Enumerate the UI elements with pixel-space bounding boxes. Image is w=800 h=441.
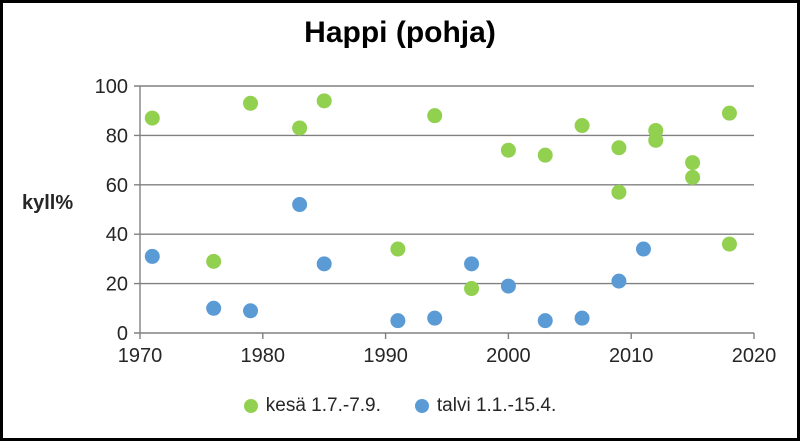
talvi-data-point [390,313,406,329]
talvi-data-point [144,248,160,264]
x-axis-tick-label: 1970 [118,345,163,367]
kesa-data-point [500,142,516,158]
kesa-data-point [574,118,590,134]
legend-item-talvi: talvi 1.1.-15.4. [414,395,557,417]
talvi-data-point [292,197,308,213]
y-axis-tick-label: 20 [106,274,128,296]
y-axis-tick-label: 100 [95,76,128,98]
kesa-data-point [464,281,480,297]
kesa-data-point [292,120,308,136]
talvi-data-point [611,273,627,289]
kesa-data-point [390,241,406,257]
kesa-data-point [537,147,553,163]
kesa-data-point [316,93,332,109]
talvi-data-point [574,310,590,326]
kesa-marker-icon [243,399,258,413]
x-axis-tick-label: 2000 [486,345,531,367]
legend-label-kesa: kesä 1.7.-7.9. [265,395,381,416]
kesa-data-point [685,155,701,171]
kesa-data-point [427,108,443,124]
talvi-data-point [243,303,259,319]
x-axis-tick-label: 2010 [609,345,654,367]
talvi-data-point [427,310,443,326]
y-axis-label: kyll% [22,192,74,214]
kesa-data-point [144,110,160,126]
talvi-data-point [206,300,222,316]
talvi-data-point [537,313,553,329]
y-axis-tick-label: 80 [106,125,128,147]
kesa-data-point [206,253,222,269]
talvi-data-point [635,241,651,257]
y-axis-tick-label: 40 [106,224,128,246]
kesa-data-point [685,169,701,185]
chart-title: Happi (pohja) [304,16,496,49]
x-axis-tick-label: 1980 [241,345,286,367]
legend-item-kesa: kesä 1.7.-7.9. [243,395,381,417]
talvi-data-point [464,256,480,272]
kesa-data-point [243,95,259,111]
x-axis-tick-label: 1990 [363,345,408,367]
y-axis-tick-label: 0 [117,323,128,345]
kesa-data-point [611,184,627,200]
kesa-data-point [721,236,737,252]
talvi-marker-icon [414,399,429,413]
kesa-data-point [721,105,737,121]
legend: kesä 1.7.-7.9. talvi 1.1.-15.4. [0,395,800,417]
legend-label-talvi: talvi 1.1.-15.4. [436,395,557,416]
kesa-data-point [611,140,627,156]
talvi-data-point [316,256,332,272]
x-axis-tick-label: 2020 [732,345,777,367]
talvi-data-point [500,278,516,294]
y-axis-tick-label: 60 [106,175,128,197]
kesa-data-point [648,132,664,148]
